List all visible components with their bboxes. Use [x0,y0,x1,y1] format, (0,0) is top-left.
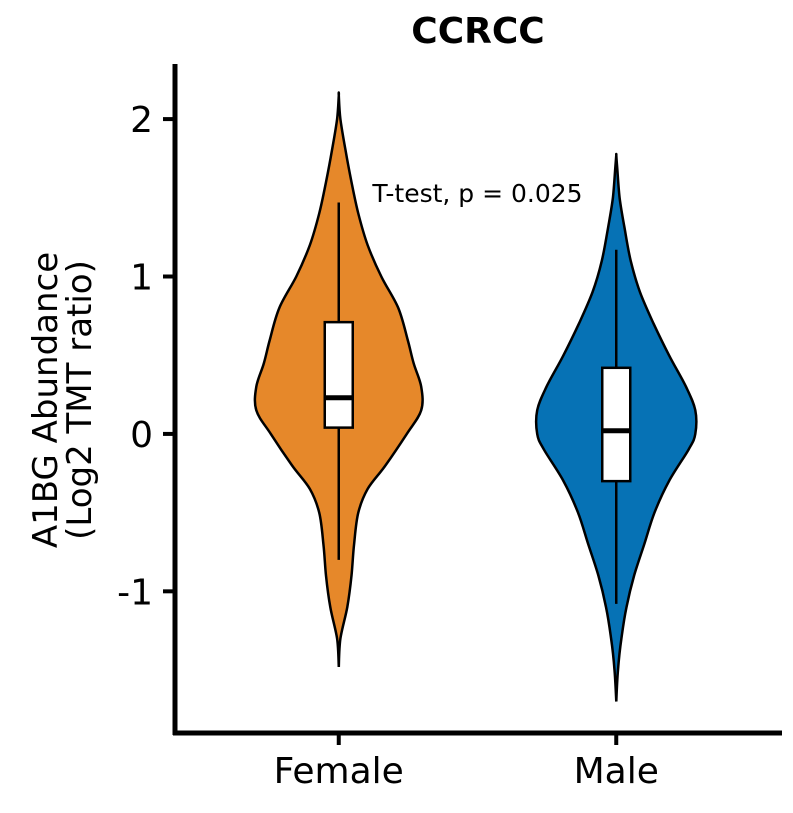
annotations: T-test, p = 0.025 [371,179,582,208]
significance-annotation: T-test, p = 0.025 [371,179,582,208]
chart-title: CCRCC [411,11,544,52]
y-tick-label: -1 [117,572,153,613]
box-male [601,366,632,483]
y-axis-label-line-2: (Log2 TMT ratio) [60,260,100,540]
y-tick-label: 0 [130,415,153,456]
y-tick-label: 2 [130,100,153,141]
box-female [323,320,354,429]
y-tick-label: 1 [130,258,153,299]
y-axis-label: A1BG Abundance (Log2 TMT ratio) [26,252,100,548]
axes: 2 1 0 -1 Female Male [117,64,782,792]
plot-area [253,91,698,702]
x-tick-label: Male [574,751,659,792]
x-tick-label: Female [274,751,404,792]
y-axis-label-line-1: A1BG Abundance [26,252,66,548]
